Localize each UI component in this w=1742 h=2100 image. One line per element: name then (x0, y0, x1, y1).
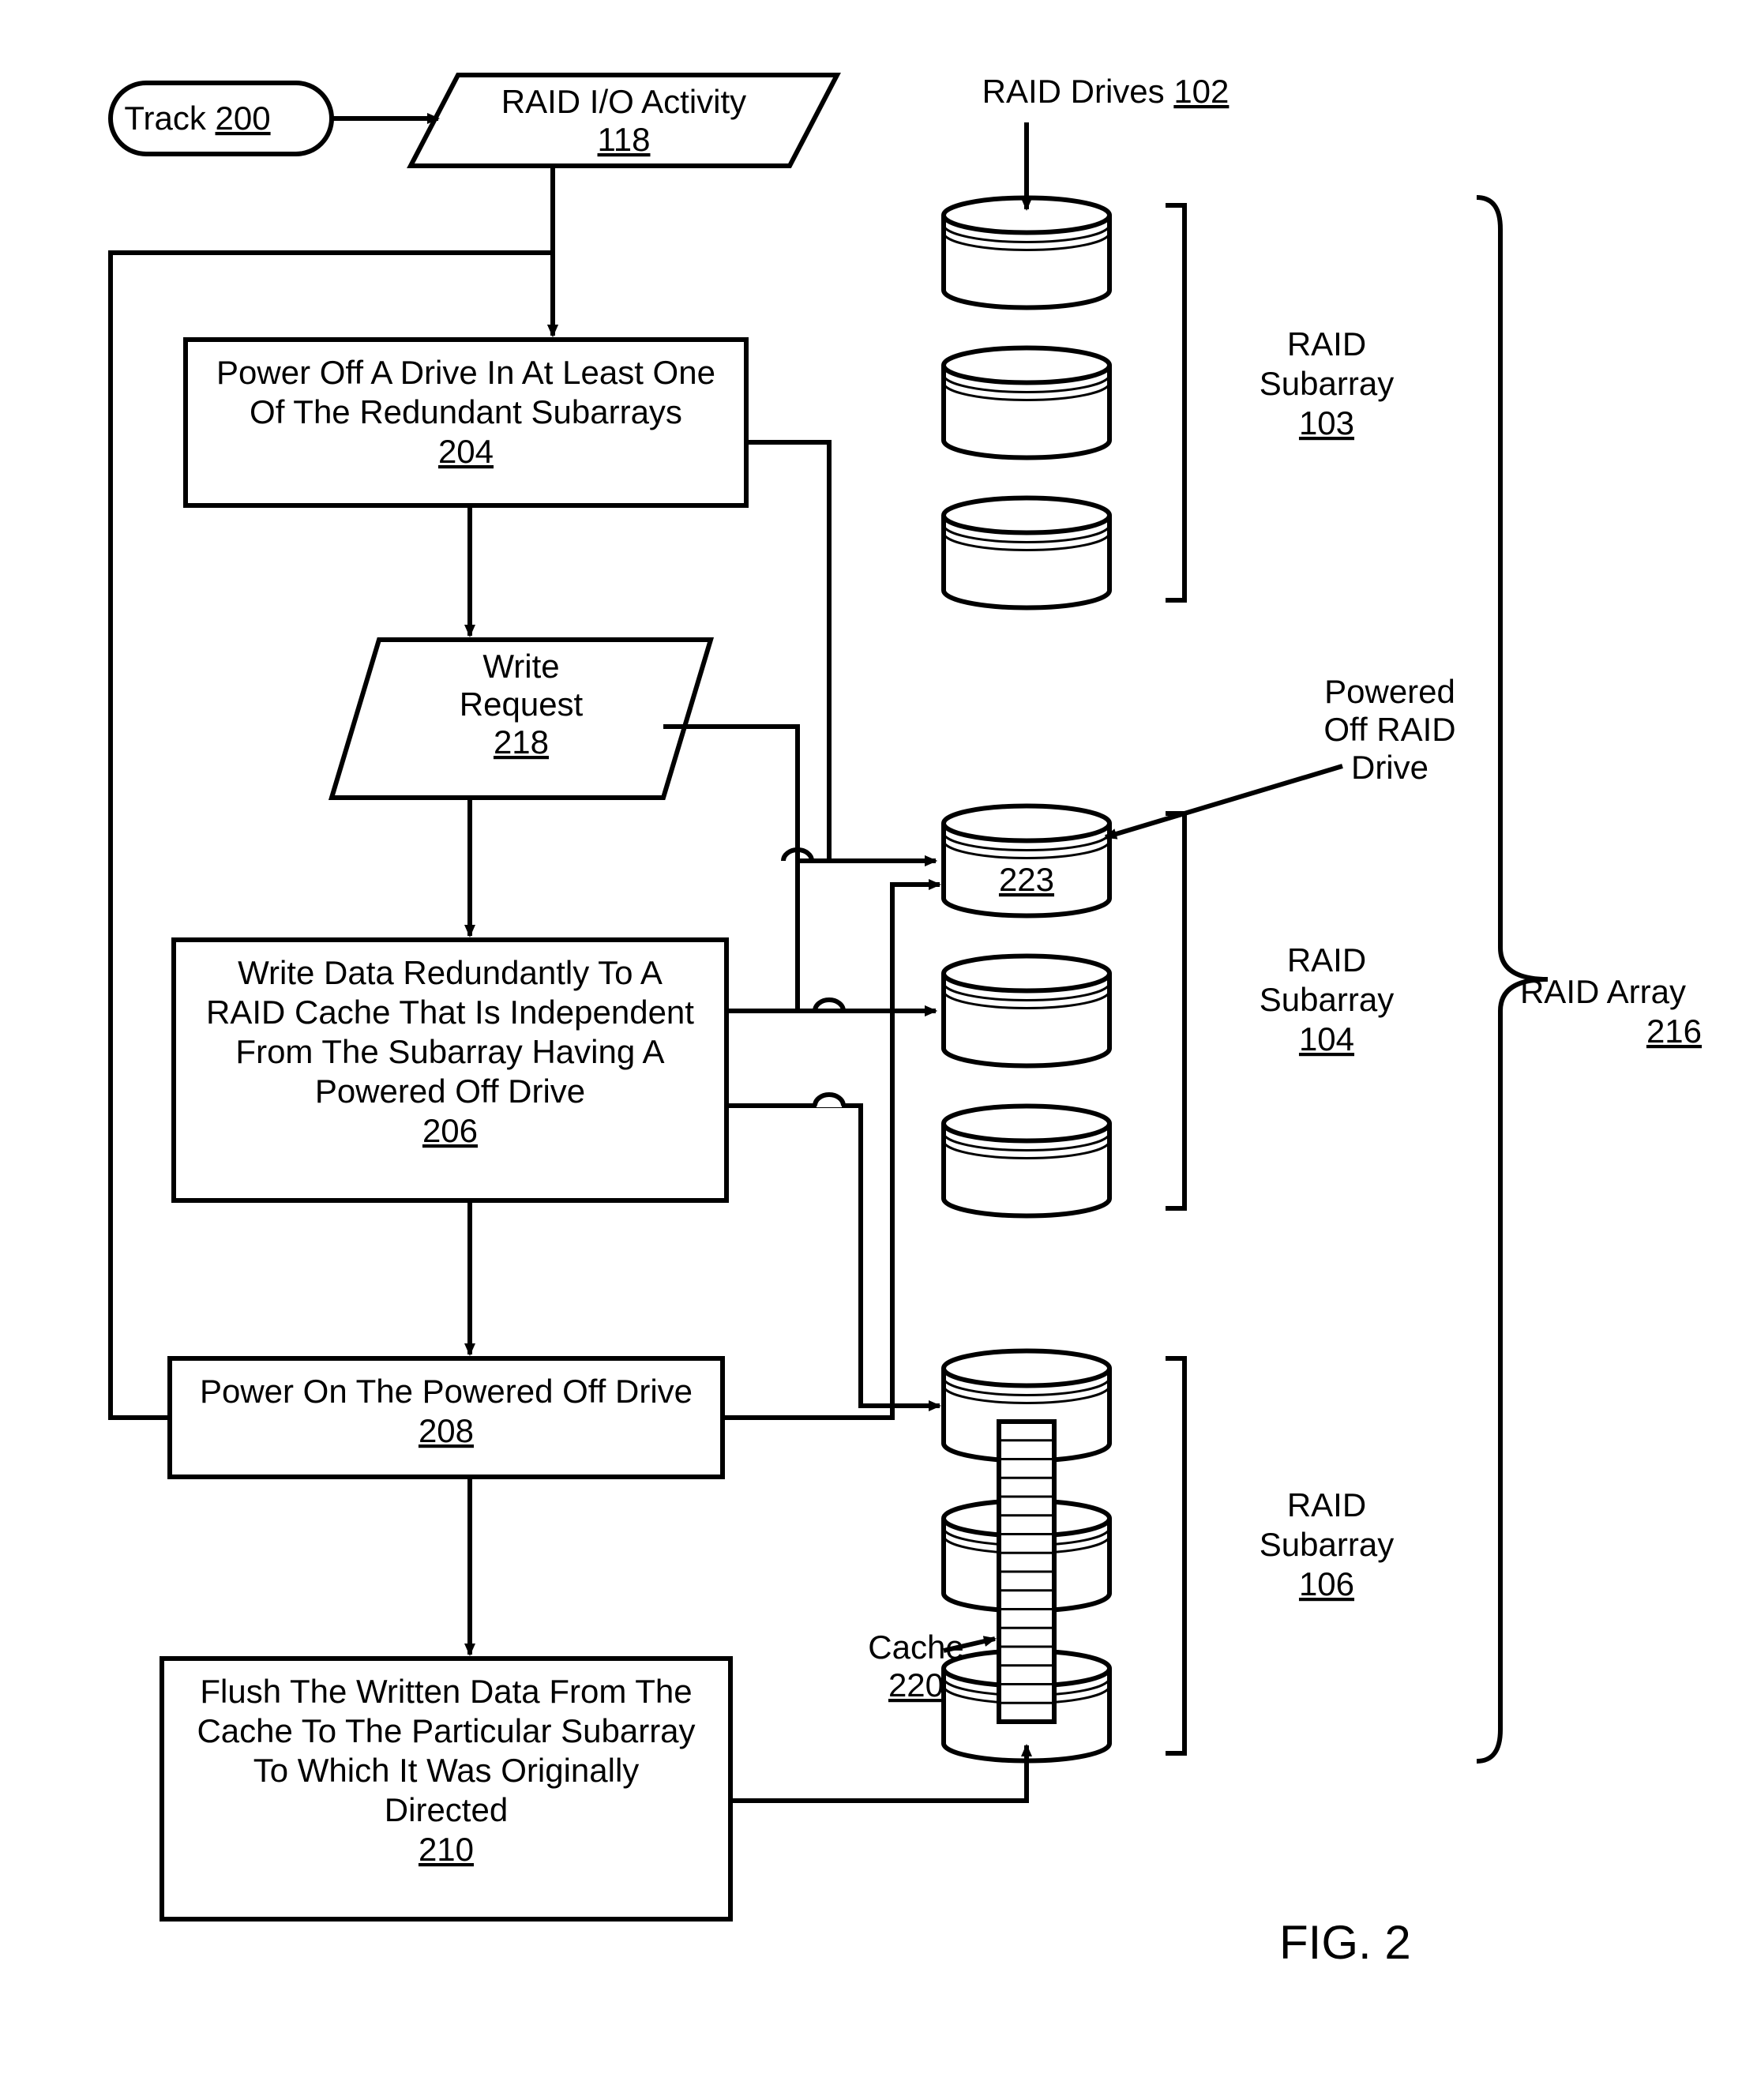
svg-text:RAID Drives 102: RAID Drives 102 (982, 73, 1230, 110)
arrow (1106, 766, 1342, 837)
svg-text:Powered Off Drive: Powered Off Drive (315, 1073, 585, 1110)
svg-text:Drive: Drive (1351, 749, 1429, 786)
svg-text:Flush The Written Data From Th: Flush The Written Data From The (200, 1673, 692, 1710)
svg-text:204: 204 (438, 433, 494, 470)
svg-text:RAID I/O Activity: RAID I/O Activity (501, 83, 746, 120)
svg-text:Power Off A Drive In At Least: Power Off A Drive In At Least One (216, 354, 715, 391)
arrow (726, 1106, 940, 1406)
svg-text:From The Subarray Having A: From The Subarray Having A (235, 1033, 664, 1070)
svg-text:Track 200: Track 200 (124, 100, 270, 137)
svg-text:223: 223 (999, 861, 1054, 898)
svg-text:Write Data Redundantly To A: Write Data Redundantly To A (238, 954, 663, 991)
svg-text:106: 106 (1299, 1565, 1354, 1602)
svg-text:Cache To The Particular Subarr: Cache To The Particular Subarray (197, 1712, 695, 1749)
svg-text:Directed: Directed (385, 1791, 508, 1828)
arrow (746, 442, 936, 861)
svg-text:Write: Write (482, 648, 559, 685)
svg-text:RAID Array: RAID Array (1520, 973, 1686, 1010)
svg-text:RAID: RAID (1287, 941, 1366, 979)
svg-text:Of The Redundant Subarrays: Of The Redundant Subarrays (250, 393, 682, 430)
svg-text:103: 103 (1299, 404, 1354, 441)
svg-text:Request: Request (460, 686, 584, 723)
figure-label: FIG. 2 (1279, 1916, 1411, 1969)
arrow (723, 885, 940, 1418)
svg-text:210: 210 (419, 1831, 474, 1868)
svg-text:104: 104 (1299, 1020, 1354, 1058)
svg-text:RAID: RAID (1287, 325, 1366, 363)
svg-text:Subarray: Subarray (1260, 1526, 1394, 1563)
svg-text:Off RAID: Off RAID (1323, 711, 1455, 748)
svg-text:Powered: Powered (1324, 673, 1455, 710)
svg-text:118: 118 (598, 121, 651, 158)
svg-text:206: 206 (422, 1112, 478, 1149)
svg-text:Subarray: Subarray (1260, 365, 1394, 402)
svg-text:208: 208 (419, 1412, 474, 1449)
svg-text:220: 220 (888, 1666, 944, 1704)
svg-text:RAID Cache That Is Independent: RAID Cache That Is Independent (206, 994, 694, 1031)
svg-text:218: 218 (494, 723, 549, 761)
svg-text:RAID: RAID (1287, 1486, 1366, 1523)
svg-text:Power On The Powered Off Drive: Power On The Powered Off Drive (200, 1373, 693, 1410)
svg-text:Subarray: Subarray (1260, 981, 1394, 1018)
svg-text:216: 216 (1646, 1012, 1702, 1050)
svg-text:To Which It Was Originally: To Which It Was Originally (253, 1752, 640, 1789)
